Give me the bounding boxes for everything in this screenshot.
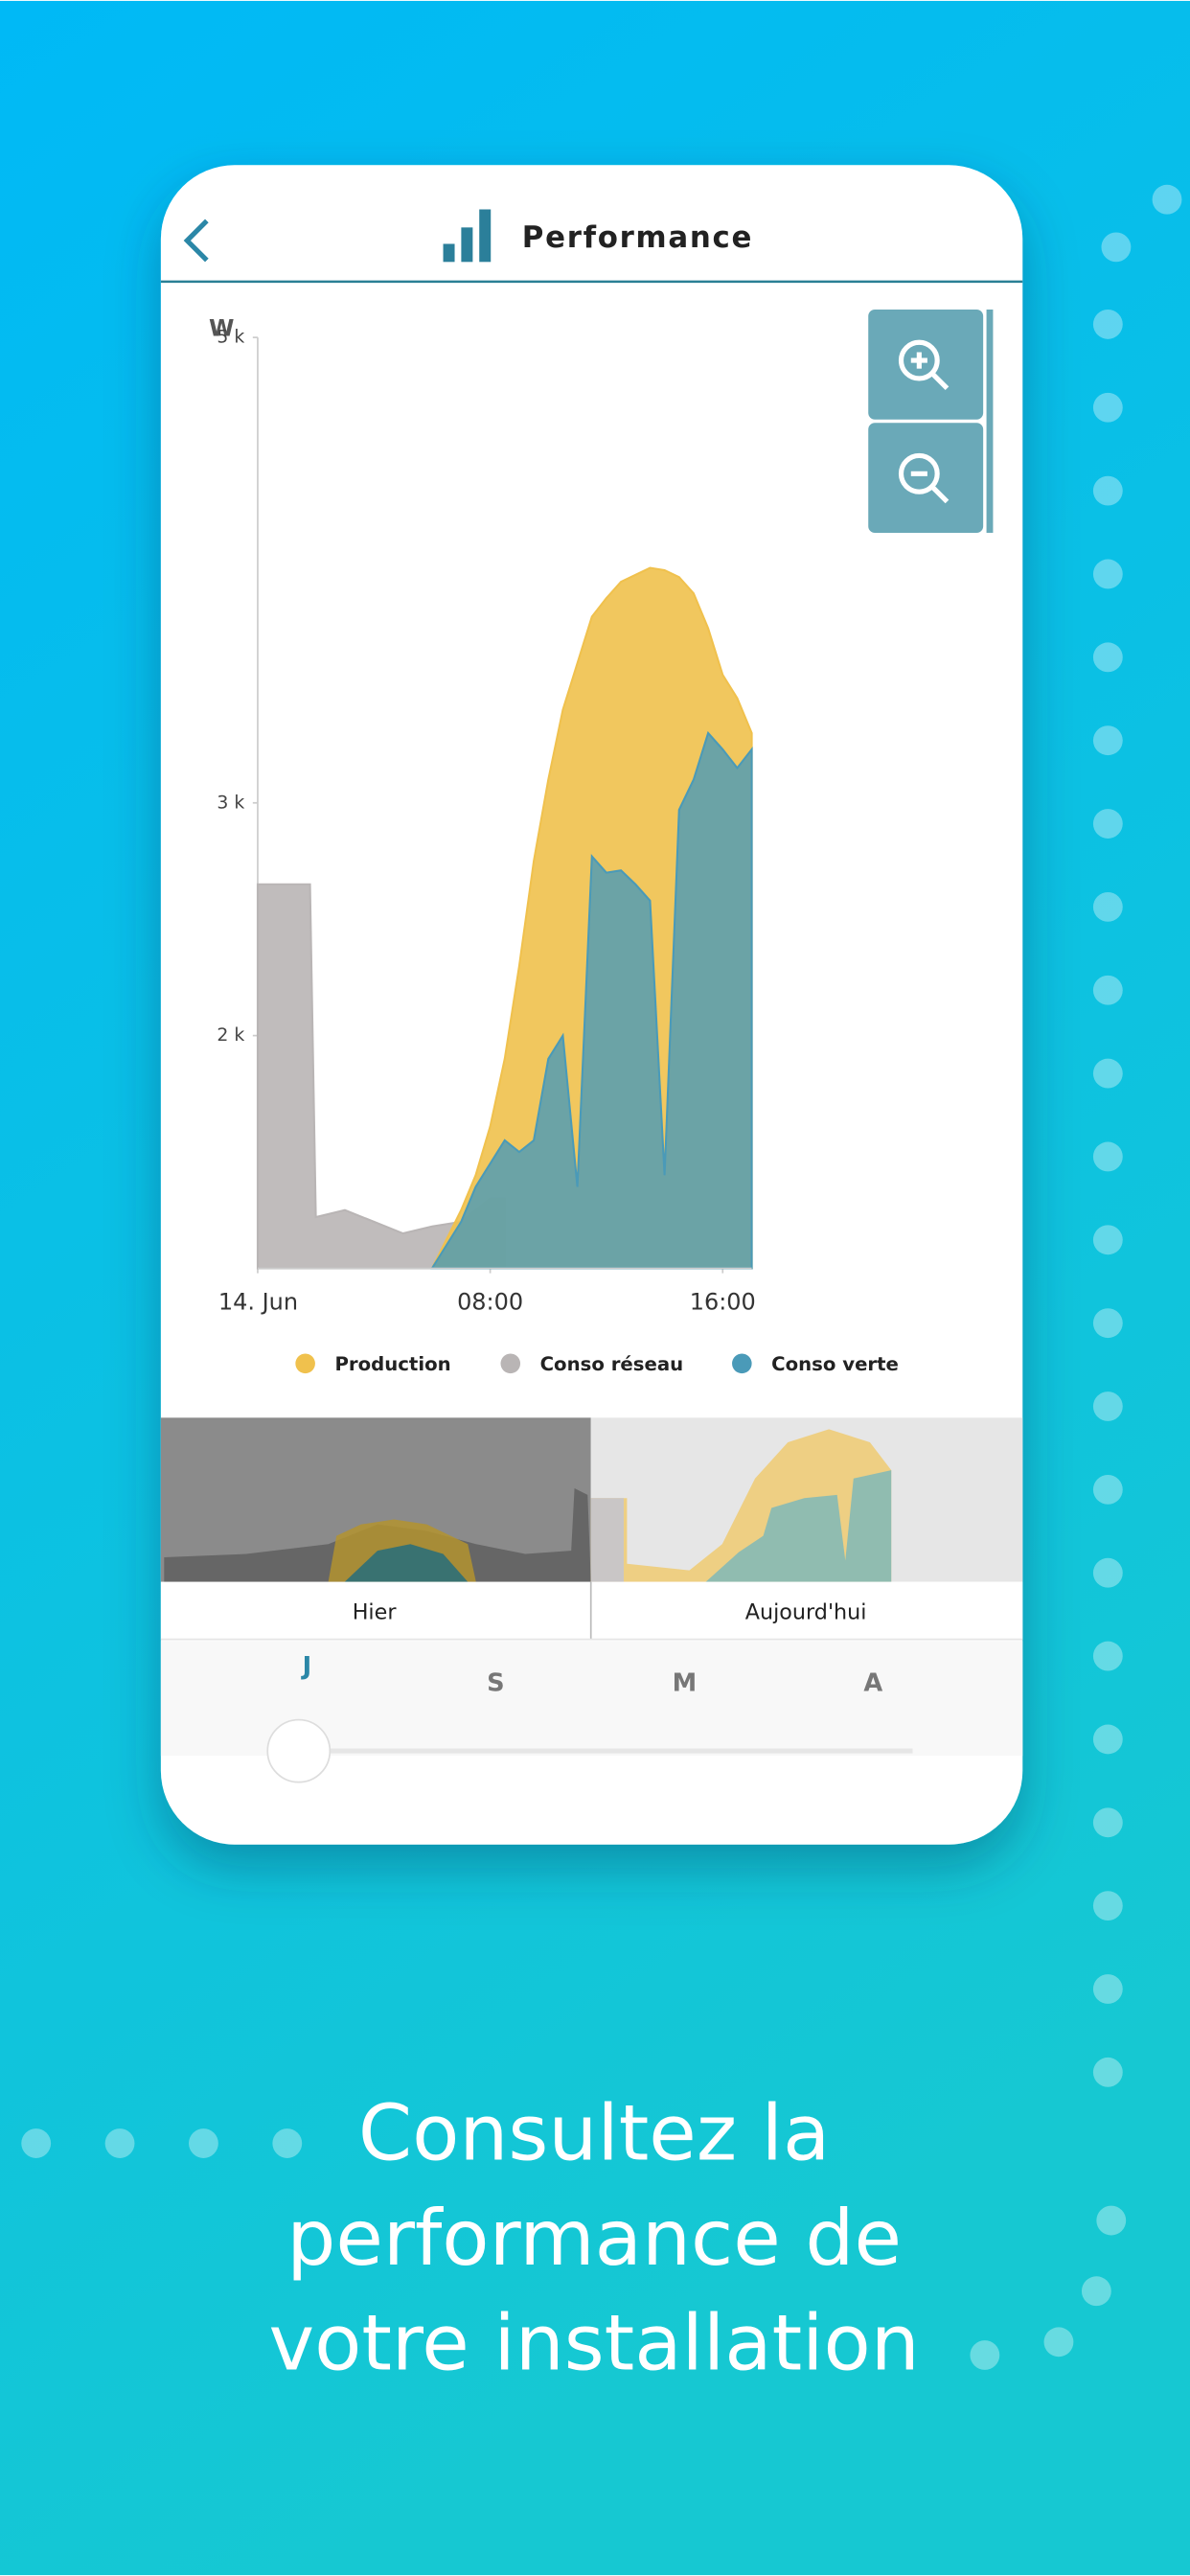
dot [1092,392,1123,423]
range-selector: JS M A [301,1652,883,1697]
legend-marker [500,1353,521,1374]
decoration [21,184,1182,2370]
dot [1043,2327,1074,2358]
dot [1092,309,1123,339]
legend-label: Conso verte [771,1353,899,1375]
period-tab[interactable]: Aujourd'hui [745,1600,867,1625]
dot [1092,1058,1123,1089]
dot [1152,184,1182,215]
dot [1092,891,1123,922]
x-tick-label: 14. Jun [218,1288,298,1315]
dot [1092,975,1123,1005]
dot [1092,559,1123,589]
dot [21,2128,52,2158]
dot [1101,232,1132,263]
dot [970,2340,1000,2370]
range-option[interactable]: J [301,1652,312,1681]
dot [1081,2276,1111,2307]
overview [160,1417,1023,1641]
dot [104,2128,135,2158]
period-tab[interactable]: Hier [353,1600,398,1625]
headline: Consultez la performance de votre installa… [268,2087,919,2387]
y-tick-label: 2 k [217,1025,244,1046]
dot [1092,2057,1123,2087]
icon [443,209,492,263]
dot [1092,1392,1123,1421]
x-tick-label: 08:00 [457,1288,523,1315]
dot [272,2128,303,2158]
legend-marker [732,1353,752,1374]
dot [1092,642,1123,673]
zoom-controls [868,309,994,533]
zoom-in[interactable] [868,309,984,420]
x-tick-label: 16:00 [690,1288,756,1315]
back-button[interactable] [183,218,209,263]
dot [1092,1225,1123,1255]
dot [1092,1308,1123,1339]
dot [1092,475,1123,506]
legend-label: Conso réseau [540,1353,684,1375]
range-option[interactable]: A [863,1668,882,1697]
headline-line: votre installation [268,2298,919,2388]
area [430,730,753,1270]
dot [1092,1557,1123,1588]
dot [1092,1724,1123,1755]
legend-marker [295,1353,315,1374]
dot [189,2128,218,2158]
dot [1096,2205,1127,2236]
legend-label: Production [334,1353,450,1375]
slider-knob[interactable] [266,1718,332,1783]
y-axis-label: W [209,315,234,342]
zoom-out[interactable] [868,423,984,533]
chart: W 2 k 3 k 5 k 14. Jun 08:00 16:00 Production Con… [209,315,899,1375]
dot [1092,1891,1123,1921]
range-option[interactable]: S [487,1668,505,1697]
dot [1092,809,1123,839]
dot [1092,1974,1123,2004]
dot [1092,1474,1123,1505]
y-tick-label: 3 k [217,793,244,813]
y-tick-label: 5 k [217,328,244,348]
title: Performance [522,220,753,255]
dot [1092,725,1123,756]
headline-line: performance de [286,2193,902,2283]
range-option[interactable]: M [673,1668,698,1697]
dot [1092,1807,1123,1838]
dot [1092,1641,1123,1671]
scrollbar [986,309,994,533]
dot [1092,1141,1123,1172]
headline-line: Consultez la [358,2087,830,2177]
